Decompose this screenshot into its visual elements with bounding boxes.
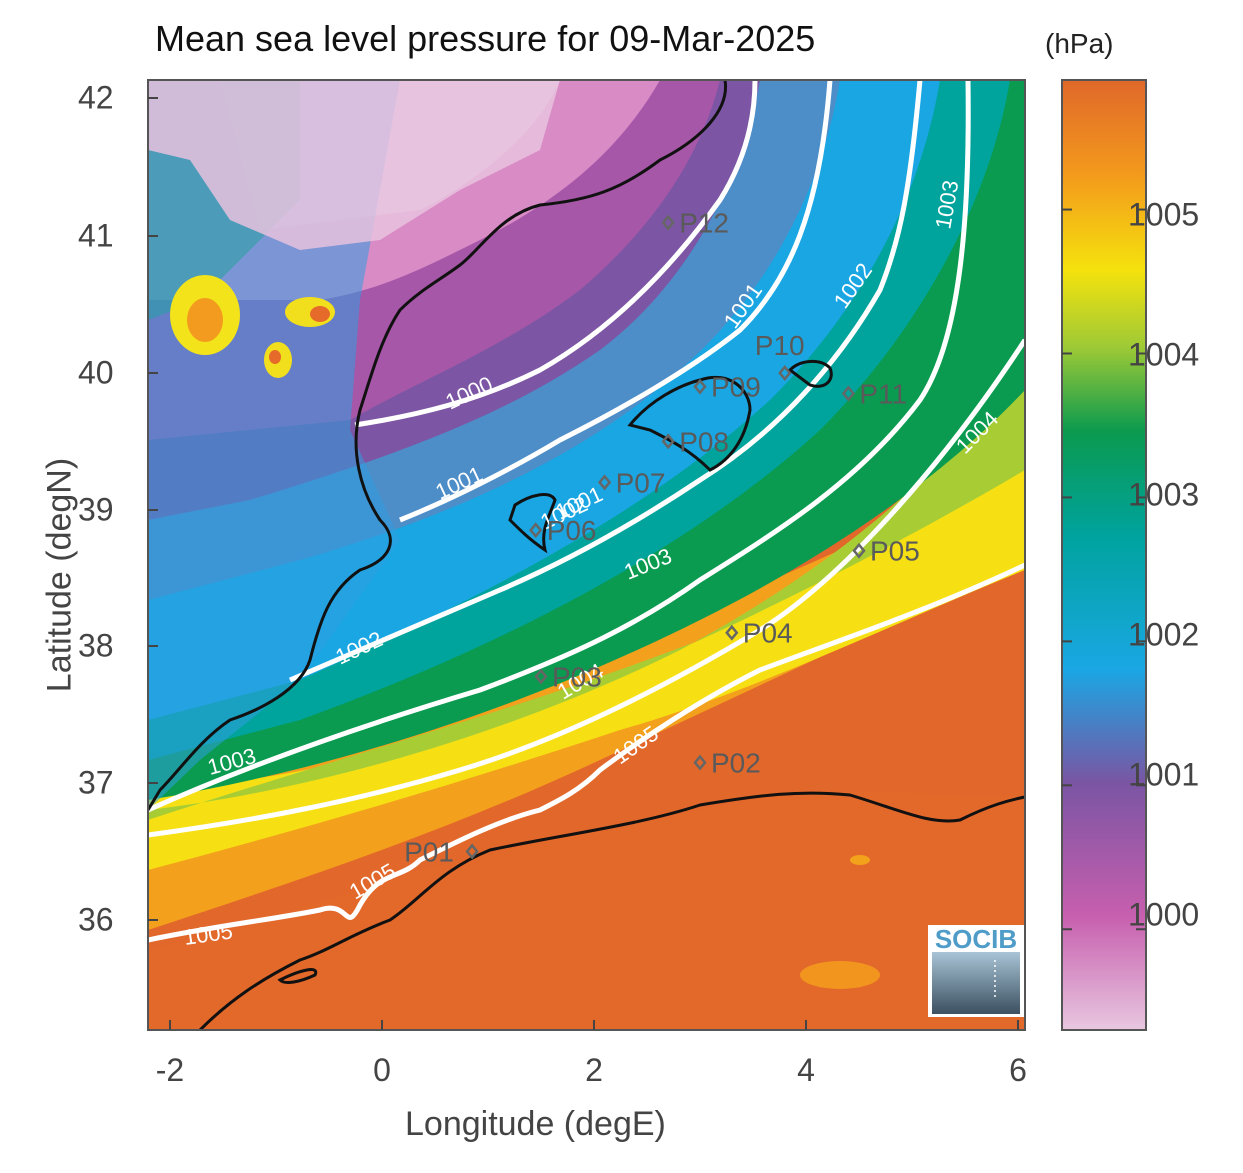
- station-points: P01 P02 P03 P04 P05 P06 P07 P08 P09 P10 P11 P12: [404, 208, 920, 868]
- x-tick-label: 6: [1009, 1052, 1027, 1088]
- station-label: P06: [547, 515, 597, 546]
- station-label: P04: [743, 618, 793, 649]
- y-tick-label: 41: [78, 217, 114, 254]
- y-tick-label: 36: [78, 901, 114, 938]
- station-label: P08: [679, 426, 729, 457]
- y-axis-label: Latitude (degN): [40, 457, 79, 693]
- colorbar-unit: (hPa): [1045, 28, 1114, 59]
- station-marker: [693, 754, 707, 771]
- socib-logo-text: SOCIB: [935, 924, 1017, 954]
- x-tick-label: 2: [585, 1052, 603, 1088]
- station-marker: [725, 624, 739, 641]
- contour-lines: [148, 80, 1025, 943]
- x-tick-label: 0: [373, 1052, 391, 1088]
- station-marker: [465, 843, 479, 860]
- x-axis-label: Longitude (degE): [405, 1105, 666, 1143]
- colorbar-ticks: [1062, 208, 1146, 931]
- colorbar-tick-label: 1004: [1128, 336, 1200, 373]
- station-label: P09: [711, 372, 761, 403]
- station-marker: [778, 365, 792, 381]
- x-tick-label: 4: [797, 1052, 815, 1088]
- colorbar: [1061, 79, 1147, 1031]
- station-marker: [693, 378, 707, 395]
- station-label: P11: [859, 379, 907, 410]
- colorbar-tick-label: 1000: [1128, 896, 1200, 933]
- colorbar-tick-label: 1003: [1128, 476, 1200, 513]
- socib-logo: SOCIB: [928, 924, 1024, 1017]
- colorbar-tick-label: 1001: [1128, 756, 1200, 793]
- colorbar-tick-label: 1002: [1128, 616, 1200, 653]
- station-label: P02: [711, 748, 761, 779]
- station-marker: [661, 433, 675, 450]
- station-marker: [597, 474, 612, 491]
- y-tick-label: 39: [78, 491, 114, 528]
- y-tick-label: 42: [78, 79, 114, 116]
- station-label: P05: [870, 536, 920, 567]
- axis-ticks: [148, 97, 1019, 1030]
- y-tick-label: 37: [78, 764, 114, 801]
- map-title: Mean sea level pressure for 09-Mar-2025: [155, 18, 816, 59]
- colorbar-tick-label: 1005: [1128, 196, 1200, 233]
- station-label: P07: [616, 467, 666, 498]
- station-label: P10: [755, 330, 805, 361]
- station-label: P03: [552, 661, 602, 692]
- station-marker: [529, 522, 543, 539]
- station-label: P01: [404, 836, 454, 867]
- station-marker: [534, 668, 548, 685]
- pressure-field: [148, 80, 1025, 1030]
- y-tick-label: 40: [78, 354, 114, 391]
- station-marker: [841, 385, 856, 402]
- map-frame: [147, 79, 1026, 1031]
- station-marker: [852, 542, 866, 559]
- coastline: [148, 80, 1025, 1030]
- station-label: P12: [679, 208, 729, 239]
- y-tick-label: 38: [78, 627, 114, 664]
- station-marker: [661, 214, 675, 231]
- x-tick-label: -2: [155, 1052, 185, 1088]
